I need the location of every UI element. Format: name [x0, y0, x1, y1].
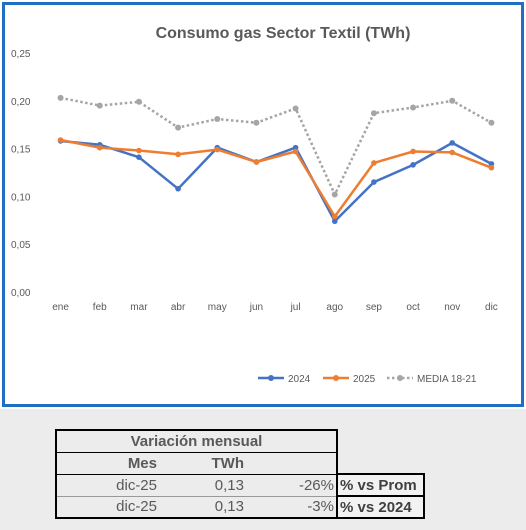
data-point — [371, 179, 377, 185]
x-tick-label: ene — [52, 302, 69, 313]
data-point — [57, 137, 64, 143]
legend-label: MEDIA 18-21 — [417, 374, 477, 385]
chart-container: Consumo gas Sector Textil (TWh) 0,00 0,05… — [2, 2, 524, 407]
data-point — [175, 185, 181, 192]
x-tick-label: sep — [366, 302, 383, 313]
y-tick-label: 0,25 — [11, 49, 31, 60]
data-point — [410, 148, 416, 155]
data-point — [331, 218, 338, 225]
data-point — [410, 104, 417, 111]
y-tick-label: 0,00 — [11, 288, 31, 299]
row2-twh: 0,13 — [159, 495, 246, 519]
x-tick-label: nov — [444, 302, 460, 313]
data-point — [449, 97, 456, 104]
data-point — [136, 147, 142, 154]
legend-marker — [268, 375, 274, 381]
row2-mes: dic-25 — [55, 495, 159, 519]
data-point — [292, 105, 299, 112]
header-twh: TWh — [159, 451, 246, 475]
data-point — [175, 124, 182, 131]
data-point — [214, 146, 221, 153]
data-point — [292, 148, 299, 155]
data-point — [253, 159, 260, 165]
data-point — [57, 94, 64, 101]
data-point — [253, 119, 260, 126]
table-title: Variación mensual — [55, 429, 338, 453]
legend-marker — [397, 375, 403, 381]
row1-mes: dic-25 — [55, 473, 159, 497]
data-point — [214, 115, 221, 122]
row2-label: % vs 2024 — [336, 495, 425, 519]
x-tick-label: dic — [485, 302, 498, 313]
x-tick-label: jul — [290, 302, 301, 313]
data-point — [136, 154, 142, 161]
legend-label: 2025 — [353, 374, 376, 385]
row1-twh: 0,13 — [159, 473, 246, 497]
series-line-2025 — [60, 138, 492, 218]
row1-label: % vs Prom — [336, 473, 425, 497]
data-point — [96, 102, 103, 109]
series-line-media-18-21 — [60, 96, 493, 196]
row2-pct: -3% — [246, 495, 338, 519]
data-point — [331, 213, 338, 220]
x-tick-label: jun — [249, 302, 263, 313]
y-tick-label: 0,15 — [11, 145, 31, 156]
header-mes: Mes — [55, 451, 159, 475]
y-tick-label: 0,10 — [11, 192, 31, 203]
data-point — [371, 160, 377, 166]
header-empty — [246, 451, 338, 475]
data-point — [449, 140, 456, 146]
row1-pct: -26% — [246, 473, 338, 497]
data-point — [410, 162, 416, 168]
data-point — [488, 119, 495, 126]
x-tick-label: abr — [171, 302, 186, 313]
line-chart: Consumo gas Sector Textil (TWh) 0,00 0,05… — [11, 25, 498, 385]
x-tick-label: mar — [130, 302, 148, 313]
data-point — [96, 144, 103, 151]
legend-marker — [333, 375, 339, 381]
data-point — [175, 151, 181, 158]
chart-title: Consumo gas Sector Textil (TWh) — [156, 25, 411, 42]
data-point — [370, 110, 377, 117]
x-tick-label: feb — [93, 302, 107, 313]
legend-label: 2024 — [288, 374, 311, 385]
series-line-2024 — [60, 139, 492, 223]
data-point — [449, 149, 456, 156]
x-tick-label: may — [208, 302, 227, 313]
x-tick-label: ago — [326, 302, 343, 313]
y-tick-label: 0,05 — [11, 240, 31, 251]
data-point — [135, 98, 142, 105]
x-tick-label: oct — [406, 302, 420, 313]
variation-table: Variación mensual Mes TWh dic-25 0,13 -2… — [55, 429, 425, 519]
data-point — [331, 191, 338, 198]
data-point — [488, 164, 495, 171]
y-tick-label: 0,20 — [11, 97, 31, 108]
